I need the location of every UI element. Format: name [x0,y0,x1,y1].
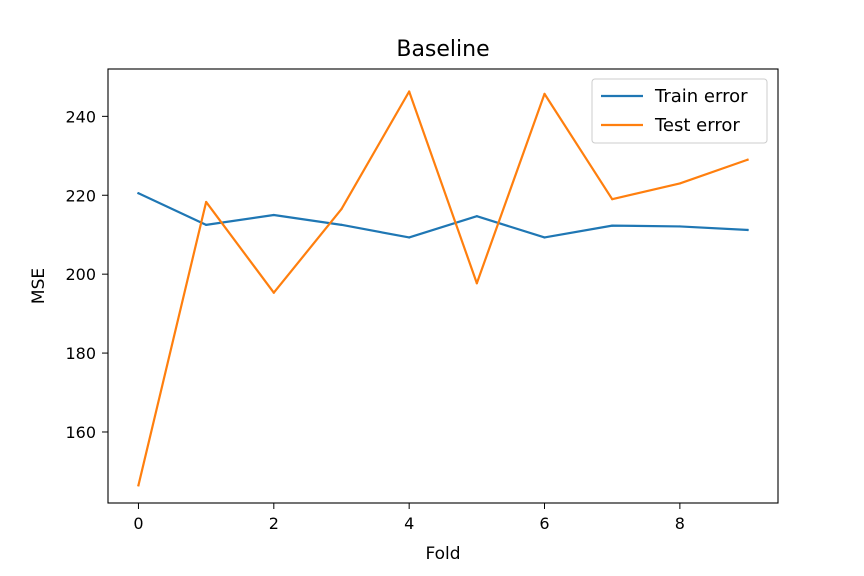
y-tick-label: 160 [65,423,96,442]
axis-ticks: 0 2 4 6 8 160 180 200 220 240 [65,107,685,533]
data-point-test-error-6 [543,92,546,95]
data-point-test-error-8 [678,182,681,185]
data-point-train-error-8 [678,225,681,228]
x-tick-label: 6 [539,514,549,533]
x-tick-label: 0 [133,514,143,533]
data-point-test-error-3 [340,207,343,211]
legend: Train error Test error [591,78,768,144]
y-tick-label: 240 [65,107,96,126]
data-point-train-error-3 [340,223,343,226]
data-point-train-error-4 [408,236,411,239]
data-point-train-error-1 [205,223,208,226]
data-point-test-error-1 [205,200,208,204]
y-tick-label: 220 [65,186,96,205]
legend-label-test: Test error [654,115,740,136]
x-axis-label: Fold [425,544,460,564]
y-tick-label: 180 [65,344,96,363]
plot-frame [107,68,779,504]
data-point-train-error-0 [137,192,140,195]
y-axis-label: MSE [29,268,49,304]
data-point-test-error-4 [408,90,411,93]
data-point-test-error-9 [746,158,749,161]
data-point-test-error-0 [137,484,140,487]
data-point-train-error-5 [475,215,478,218]
data-point-test-error-7 [611,198,614,201]
y-tick-label: 200 [65,265,96,284]
legend-label-train: Train error [654,86,748,107]
data-point-train-error-9 [746,228,749,232]
data-point-test-error-2 [272,291,275,294]
data-point-test-error-5 [475,282,478,285]
series-line-test-error [137,90,749,487]
data-point-train-error-7 [611,224,614,227]
x-tick-label: 4 [404,514,414,533]
chart-title: Baseline [396,37,489,62]
x-tick-label: 8 [675,514,685,533]
series-line-train-error [136,191,749,239]
data-point-train-error-6 [543,236,546,239]
x-tick-label: 2 [269,514,279,533]
series-layer [136,90,749,487]
data-point-train-error-2 [272,213,275,217]
